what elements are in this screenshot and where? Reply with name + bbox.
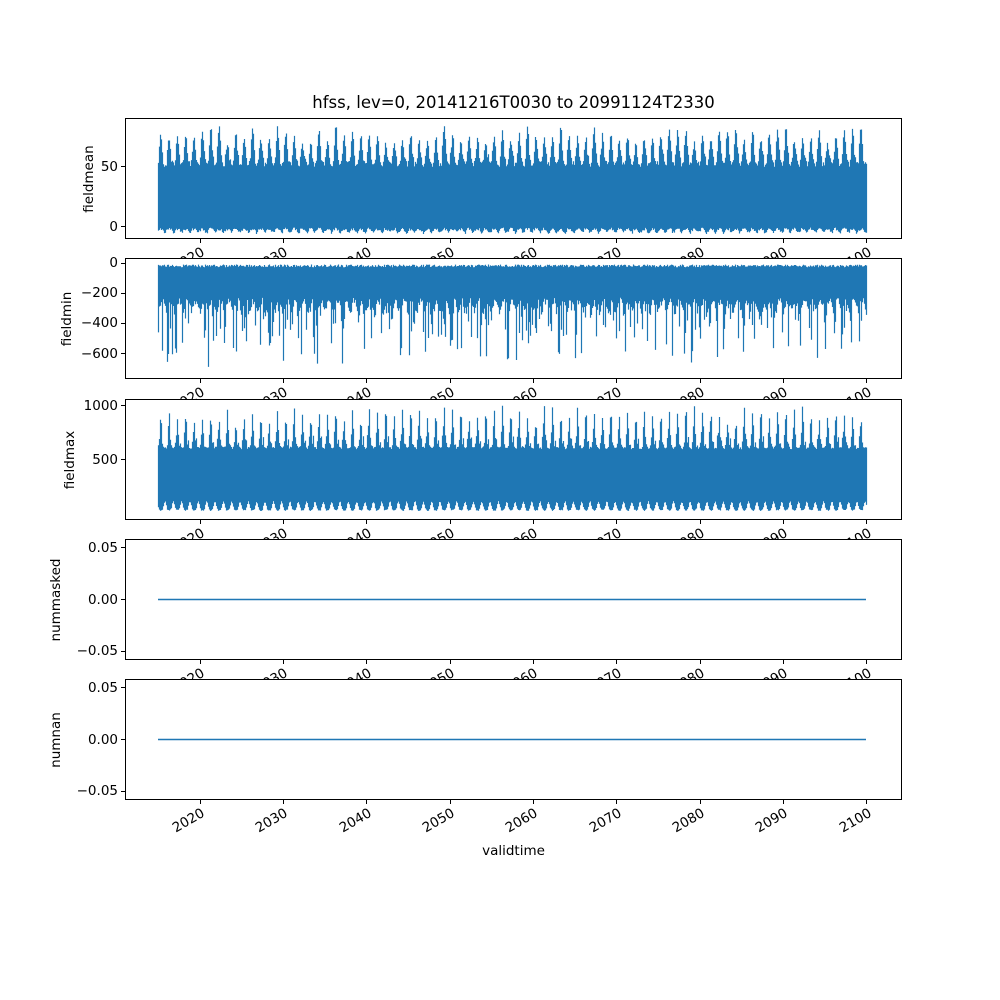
x-tick-mark [532,800,534,804]
x-tick-mark [199,239,201,243]
y-tick-label: 500 [92,451,118,468]
x-tick-mark [199,660,201,664]
x-tick-mark [782,379,784,383]
chart-title: hfss, lev=0, 20141216T0030 to 20991124T2… [312,93,715,112]
x-tick-mark [282,520,284,524]
x-tick-mark [199,800,201,804]
subplot-numnan: numnan 0.05 0.00 −0.05 2020 2030 2040 2050 2060 2… [48,679,902,836]
y-tick-mark [121,262,125,264]
x-tick-mark [449,239,451,243]
numnan-series [158,738,866,741]
x-tick-mark [699,660,701,664]
x-tick-mark [782,660,784,664]
y-tick-mark [121,790,125,792]
x-tick-mark [616,239,618,243]
x-tick-label: 2060 [503,805,541,837]
x-tick-mark [699,800,701,804]
x-tick-mark [866,379,868,383]
y-tick-label: 0 [109,255,118,272]
x-tick-label: 2050 [419,805,458,837]
subplot-fieldmin: fieldmin0−200−400−6002020203020402050206… [59,255,902,415]
x-tick-mark [449,660,451,664]
y-tick-mark [121,166,125,168]
x-axis-label: validtime [482,843,545,859]
x-tick-mark [866,239,868,243]
y-tick-mark [121,292,125,294]
y-tick-mark [121,650,125,652]
x-tick-mark [449,379,451,383]
y-tick-label: 0.05 [87,539,118,556]
y-tick-label: −400 [80,315,118,332]
subplot-nummasked: nummasked0.050.00−0.05202020302040205020… [48,539,902,696]
y-tick-label: −200 [80,285,118,302]
x-tick-mark [699,520,701,524]
y-tick-mark [121,405,125,407]
x-tick-mark [532,239,534,243]
y-tick-mark [121,739,125,740]
x-tick-mark [866,520,868,524]
y-tick-mark [121,547,125,549]
x-tick-mark [616,800,618,804]
fieldmean-series [157,126,868,234]
x-tick-mark [699,239,701,243]
x-tick-mark [366,660,368,664]
x-tick-mark [616,520,618,524]
subplot-fieldmax: fieldmax10005002020203020402050206020702… [62,398,902,556]
y-tick-label: 0 [109,218,118,235]
x-tick-label: 2090 [753,805,791,837]
x-tick-label: 2030 [253,805,291,837]
fieldmax-series [157,405,868,511]
x-tick-mark [366,520,368,524]
x-tick-mark [782,520,784,524]
y-tick-mark [121,353,125,355]
x-tick-mark [782,239,784,243]
y-tick-label: −0.05 [76,643,118,660]
fieldmin-series [157,264,868,367]
y-tick-label: −600 [80,345,118,362]
y-tick-label: 1000 [83,397,118,414]
y-tick-mark [121,226,125,228]
x-tick-mark [616,660,618,664]
x-tick-mark [366,379,368,383]
y-tick-label: 0.05 [87,679,118,696]
x-tick-label: 2040 [336,805,375,837]
x-tick-label: 2080 [669,805,708,837]
x-tick-label: 2100 [836,805,875,837]
x-tick-mark [199,379,201,383]
x-tick-mark [866,800,868,804]
y-tick-mark [121,459,125,461]
x-tick-mark [282,800,284,804]
y-tick-label: −0.05 [76,783,118,800]
x-tick-mark [282,239,284,243]
x-tick-mark [366,800,368,804]
y-tick-mark [121,322,125,324]
y-tick-label: 0.00 [87,731,118,748]
x-tick-mark [199,520,201,524]
x-tick-mark [532,520,534,524]
y-tick-label: 0.00 [87,591,118,608]
x-tick-mark [282,379,284,383]
x-tick-label: 2070 [586,805,625,837]
x-tick-mark [616,379,618,383]
x-tick-mark [699,379,701,383]
y-tick-mark [121,599,125,600]
nummasked-series [158,598,866,601]
subplot-fieldmean: fieldmean5002020203020402050206020702080… [81,118,902,275]
x-tick-mark [449,800,451,804]
x-tick-mark [366,239,368,243]
x-tick-mark [782,800,784,804]
y-tick-label: 50 [100,158,118,175]
x-tick-label: 2020 [169,805,208,837]
y-tick-mark [121,687,125,689]
x-tick-mark [282,660,284,664]
x-tick-mark [866,660,868,664]
x-tick-mark [449,520,451,524]
x-tick-mark [532,379,534,383]
x-tick-mark [532,660,534,664]
